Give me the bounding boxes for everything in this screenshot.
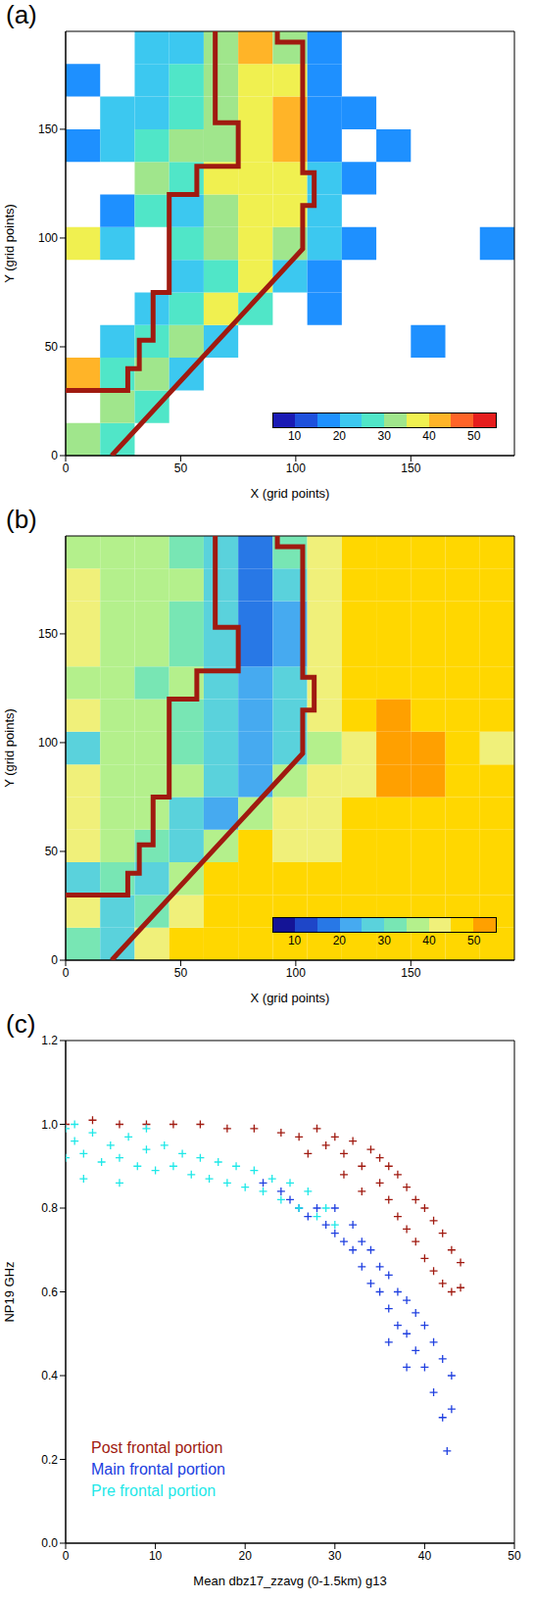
svg-text:0: 0 — [50, 448, 58, 463]
svg-text:100: 100 — [286, 966, 306, 980]
html-text:10: 10 — [287, 933, 301, 948]
svg-text:10: 10 — [148, 1549, 163, 1563]
svg-text:100: 100 — [38, 231, 58, 245]
svg-text:X (grid points): X (grid points) — [250, 990, 331, 1006]
html-text:40: 40 — [422, 933, 436, 948]
svg-text:1.0: 1.0 — [41, 1117, 58, 1132]
html-text:(b): (b) — [5, 504, 38, 534]
svg-text:0: 0 — [50, 953, 58, 968]
svg-text:20: 20 — [239, 1549, 253, 1563]
svg-text:0.8: 0.8 — [41, 1201, 58, 1215]
svg-text:NP19 GHz: NP19 GHz — [1, 1261, 17, 1322]
html-text:30: 30 — [377, 933, 391, 948]
svg-text:100: 100 — [38, 735, 58, 750]
html-text:(a): (a) — [5, 0, 38, 30]
svg-text:Y (grid points): Y (grid points) — [1, 203, 17, 284]
svg-text:50: 50 — [45, 339, 59, 354]
html-text:Pre frontal portion: Pre frontal portion — [91, 1482, 216, 1500]
svg-text:0.2: 0.2 — [41, 1453, 58, 1467]
svg-text:50: 50 — [507, 1549, 522, 1563]
svg-text:X (grid points): X (grid points) — [250, 485, 331, 501]
svg-text:0.6: 0.6 — [41, 1285, 58, 1300]
html-text:10: 10 — [287, 429, 301, 443]
svg-text:50: 50 — [174, 461, 189, 476]
svg-text:0: 0 — [62, 1549, 70, 1563]
svg-text:0.0: 0.0 — [41, 1536, 58, 1551]
svg-text:150: 150 — [400, 966, 421, 980]
html-text:20: 20 — [332, 933, 346, 948]
html-text:Main frontal portion: Main frontal portion — [91, 1460, 226, 1478]
svg-text:0: 0 — [62, 966, 70, 980]
svg-text:40: 40 — [418, 1549, 433, 1563]
html-text:(c): (c) — [5, 1009, 36, 1039]
svg-text:100: 100 — [286, 461, 306, 476]
svg-text:50: 50 — [45, 844, 59, 859]
html-text:30: 30 — [377, 429, 391, 443]
svg-text:150: 150 — [400, 461, 421, 476]
svg-text:1.2: 1.2 — [41, 1033, 58, 1048]
svg-text:30: 30 — [328, 1549, 342, 1563]
html-text:50: 50 — [467, 429, 481, 443]
svg-text:50: 50 — [174, 966, 189, 980]
svg-text:0: 0 — [62, 461, 70, 476]
html-text:20: 20 — [332, 429, 346, 443]
html-text:Post frontal portion: Post frontal portion — [91, 1439, 223, 1457]
svg-text:150: 150 — [38, 122, 58, 137]
html-text:40: 40 — [422, 429, 436, 443]
svg-text:150: 150 — [38, 627, 58, 641]
svg-text:Y (grid points): Y (grid points) — [1, 708, 17, 788]
svg-text:Mean dbz17_zzavg (0-1.5km) g13: Mean dbz17_zzavg (0-1.5km) g13 — [193, 1573, 387, 1589]
svg-text:0.4: 0.4 — [41, 1368, 58, 1383]
html-text:50: 50 — [467, 933, 481, 948]
